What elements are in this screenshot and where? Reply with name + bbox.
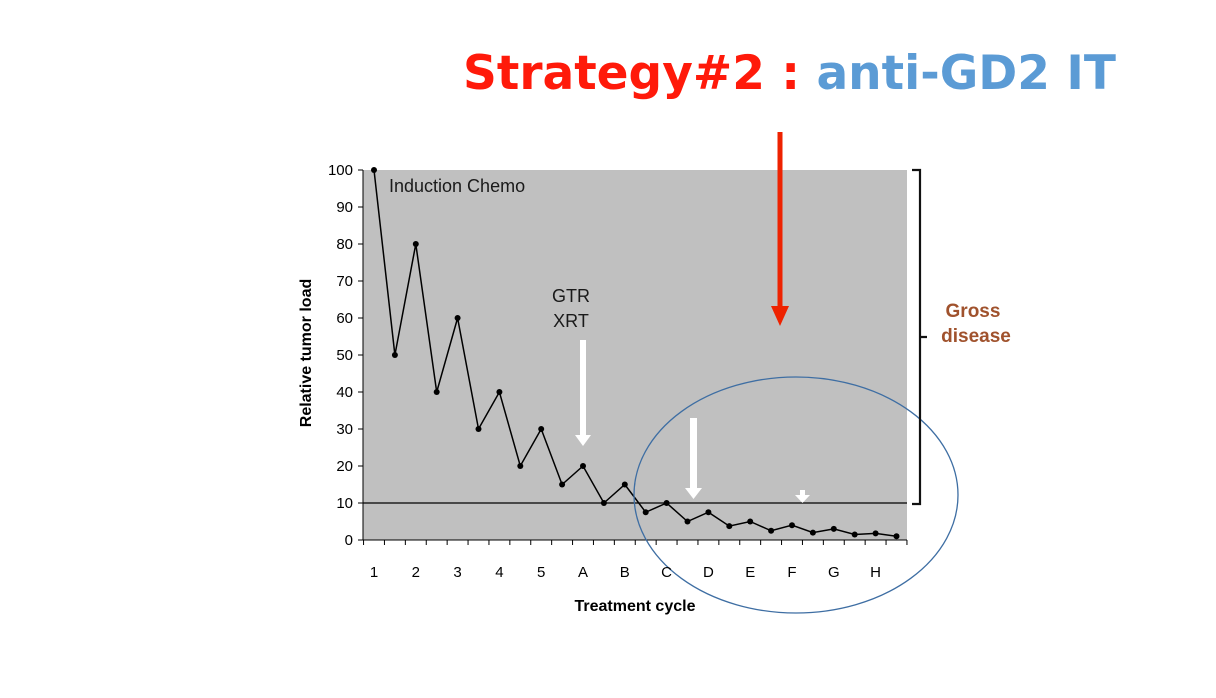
y-tick-label: 60 (336, 310, 353, 327)
data-point (600, 500, 607, 506)
x-tick-label: 3 (453, 564, 461, 581)
gtr-label: GTR (552, 286, 590, 306)
title-anti-gd2: anti-GD2 IT (816, 46, 1116, 101)
white-down-arrow-d (685, 418, 702, 499)
gross-label: Gross (946, 301, 1001, 322)
data-point (726, 523, 733, 530)
y-tick-label: 70 (336, 273, 353, 290)
y-tick-labels: 0 10 20 30 40 50 60 70 80 90 100 (328, 162, 353, 549)
y-tick-label: 50 (336, 347, 353, 364)
y-tick-label: 0 (345, 532, 353, 549)
y-tick-label: 40 (336, 384, 353, 401)
x-tick-label: G (828, 564, 840, 581)
x-tick-label: 4 (495, 564, 503, 581)
data-point (538, 426, 545, 432)
data-point (851, 531, 858, 538)
data-point (454, 315, 461, 321)
data-point (580, 463, 586, 469)
slide-title: Strategy#2 : anti-GD2 IT (0, 42, 1216, 106)
anti-gd2-target-ellipse (633, 376, 959, 614)
data-point (517, 463, 524, 469)
data-point (642, 509, 649, 516)
data-point (433, 389, 440, 395)
white-down-arrow-f (795, 490, 810, 503)
x-tick-label: H (870, 564, 881, 581)
data-point (621, 481, 628, 488)
axes (358, 169, 908, 545)
data-point (371, 167, 377, 173)
x-tick-label: B (620, 564, 630, 581)
data-point (893, 533, 900, 540)
y-tick-label: 80 (336, 236, 353, 253)
x-tick-label: C (661, 564, 672, 581)
data-point (412, 241, 419, 247)
x-tick-label: D (703, 564, 714, 581)
x-tick-label: E (745, 564, 755, 581)
data-point (809, 529, 816, 536)
y-tick-label: 90 (336, 199, 353, 216)
induction-chemo-label: Induction Chemo (389, 176, 525, 196)
data-point (705, 509, 712, 516)
y-tick-label: 30 (336, 421, 353, 438)
x-tick-label: 2 (412, 564, 420, 581)
tumor-load-series-line (373, 169, 897, 538)
white-down-arrow-gtr (575, 340, 591, 446)
data-point (830, 525, 837, 532)
y-tick-label: 20 (336, 458, 353, 475)
data-point (768, 527, 775, 534)
y-tick-label: 10 (336, 495, 353, 512)
data-point (475, 426, 482, 432)
data-point (559, 481, 566, 488)
y-axis-title: Relative tumor load (298, 279, 315, 427)
x-tick-labels: 1 2 3 4 5 A B C D E F G H (370, 564, 881, 581)
data-point (496, 389, 503, 395)
title-strategy: Strategy#2 : (463, 46, 817, 101)
x-tick-label: 1 (370, 564, 378, 581)
x-tick-label: F (787, 564, 796, 581)
gross-disease-bracket (912, 168, 927, 506)
x-tick-label: 5 (537, 564, 545, 581)
x-axis-title: Treatment cycle (575, 598, 696, 615)
data-point (663, 500, 670, 506)
data-point (391, 352, 398, 358)
data-points (371, 167, 900, 540)
data-point (684, 518, 691, 525)
data-point (747, 518, 754, 525)
y-tick-label: 100 (328, 162, 353, 179)
disease-label: disease (941, 326, 1011, 347)
data-point (872, 530, 879, 537)
red-down-arrow (771, 132, 789, 326)
x-tick-label: A (578, 564, 588, 581)
data-point (789, 522, 795, 529)
xrt-label: XRT (553, 311, 589, 331)
